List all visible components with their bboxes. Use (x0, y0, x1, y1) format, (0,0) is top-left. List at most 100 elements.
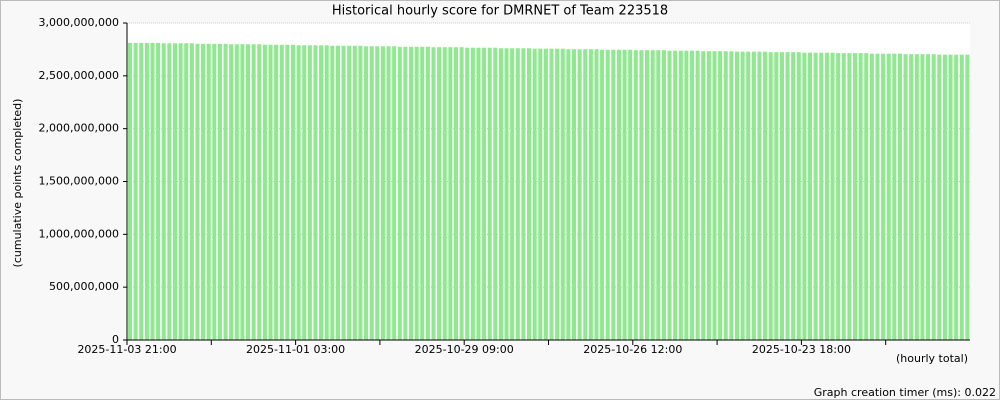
x-tick-label: 2025-10-29 09:00 (415, 343, 514, 356)
bar (195, 43, 200, 340)
bar (701, 51, 706, 340)
bar (324, 45, 329, 341)
y-tick-label: 1,500,000,000 (39, 175, 119, 188)
bar (690, 50, 695, 341)
bar (459, 47, 464, 341)
bar (757, 51, 762, 340)
bar (420, 46, 425, 341)
bar (841, 53, 846, 341)
bar (577, 49, 582, 341)
bar (729, 51, 734, 340)
bar (144, 42, 149, 341)
bar (476, 47, 481, 340)
bar (229, 44, 234, 340)
bar (448, 47, 453, 341)
bar (645, 50, 650, 340)
bar (656, 50, 661, 340)
bar (684, 50, 689, 341)
bar (628, 49, 633, 340)
bar (909, 54, 914, 341)
x-tick-label: 2025-11-01 03:00 (246, 343, 345, 356)
bar (661, 50, 666, 340)
bar (178, 43, 183, 341)
y-tick-label: 3,000,000,000 (39, 16, 119, 29)
bar (453, 47, 459, 341)
bar (723, 51, 728, 340)
bar (706, 51, 711, 340)
bar (296, 45, 301, 341)
bar (212, 43, 217, 340)
bar (830, 52, 835, 341)
bar (763, 51, 768, 340)
bar (808, 52, 813, 341)
bar (493, 47, 498, 340)
bar (234, 44, 239, 340)
bar (414, 46, 419, 341)
bar (274, 44, 279, 340)
bar (403, 46, 408, 341)
bar (954, 54, 959, 340)
bar (881, 53, 886, 340)
bar (555, 48, 560, 340)
bar (201, 43, 206, 340)
bar (914, 54, 919, 341)
bar (335, 45, 340, 341)
y-tick-label: 0 (112, 333, 119, 346)
bar (504, 48, 509, 340)
bar (566, 49, 571, 341)
bar (667, 50, 672, 341)
bar (538, 48, 543, 340)
bar (791, 52, 796, 340)
bar (156, 42, 161, 341)
y-tick-label: 2,500,000,000 (39, 69, 119, 82)
bar (532, 48, 537, 340)
bar (515, 48, 520, 340)
bar (543, 48, 548, 340)
bar (802, 52, 807, 341)
x-axis-label: (hourly total) (896, 352, 968, 365)
bar (712, 51, 717, 340)
bar (330, 45, 335, 341)
bar (886, 53, 891, 340)
bar (487, 47, 492, 340)
bar (262, 44, 267, 340)
bar (622, 49, 627, 340)
bar (409, 46, 414, 341)
bar (774, 52, 779, 340)
bar (285, 44, 290, 340)
bar (549, 48, 554, 340)
bar (527, 48, 532, 340)
bar (942, 54, 947, 340)
bar (639, 50, 644, 340)
y-axis-label: (cumulative points completed) (11, 99, 24, 268)
bar (785, 52, 790, 340)
bar (695, 50, 700, 341)
bar (167, 43, 172, 341)
footer: Graph creation timer (ms): 0.022 (814, 386, 996, 399)
bar (392, 46, 397, 340)
bar (425, 46, 430, 341)
bar (240, 44, 245, 340)
bar (583, 49, 588, 341)
bar (616, 49, 621, 340)
bar (386, 46, 391, 340)
bar (510, 48, 515, 340)
bar (796, 52, 801, 340)
bar (341, 45, 346, 341)
bar (307, 45, 312, 341)
bar (813, 52, 818, 341)
bar (633, 50, 638, 340)
bar (128, 42, 133, 341)
bar (437, 47, 442, 341)
bar (931, 54, 936, 341)
bar (442, 47, 447, 341)
bar (819, 52, 824, 341)
bar (858, 53, 863, 341)
bar (431, 47, 436, 341)
bar (718, 51, 723, 340)
bar (768, 52, 773, 340)
x-tick-label: 2025-10-23 18:00 (752, 343, 851, 356)
bar (600, 49, 605, 340)
bar (650, 50, 655, 340)
bar (836, 53, 841, 341)
